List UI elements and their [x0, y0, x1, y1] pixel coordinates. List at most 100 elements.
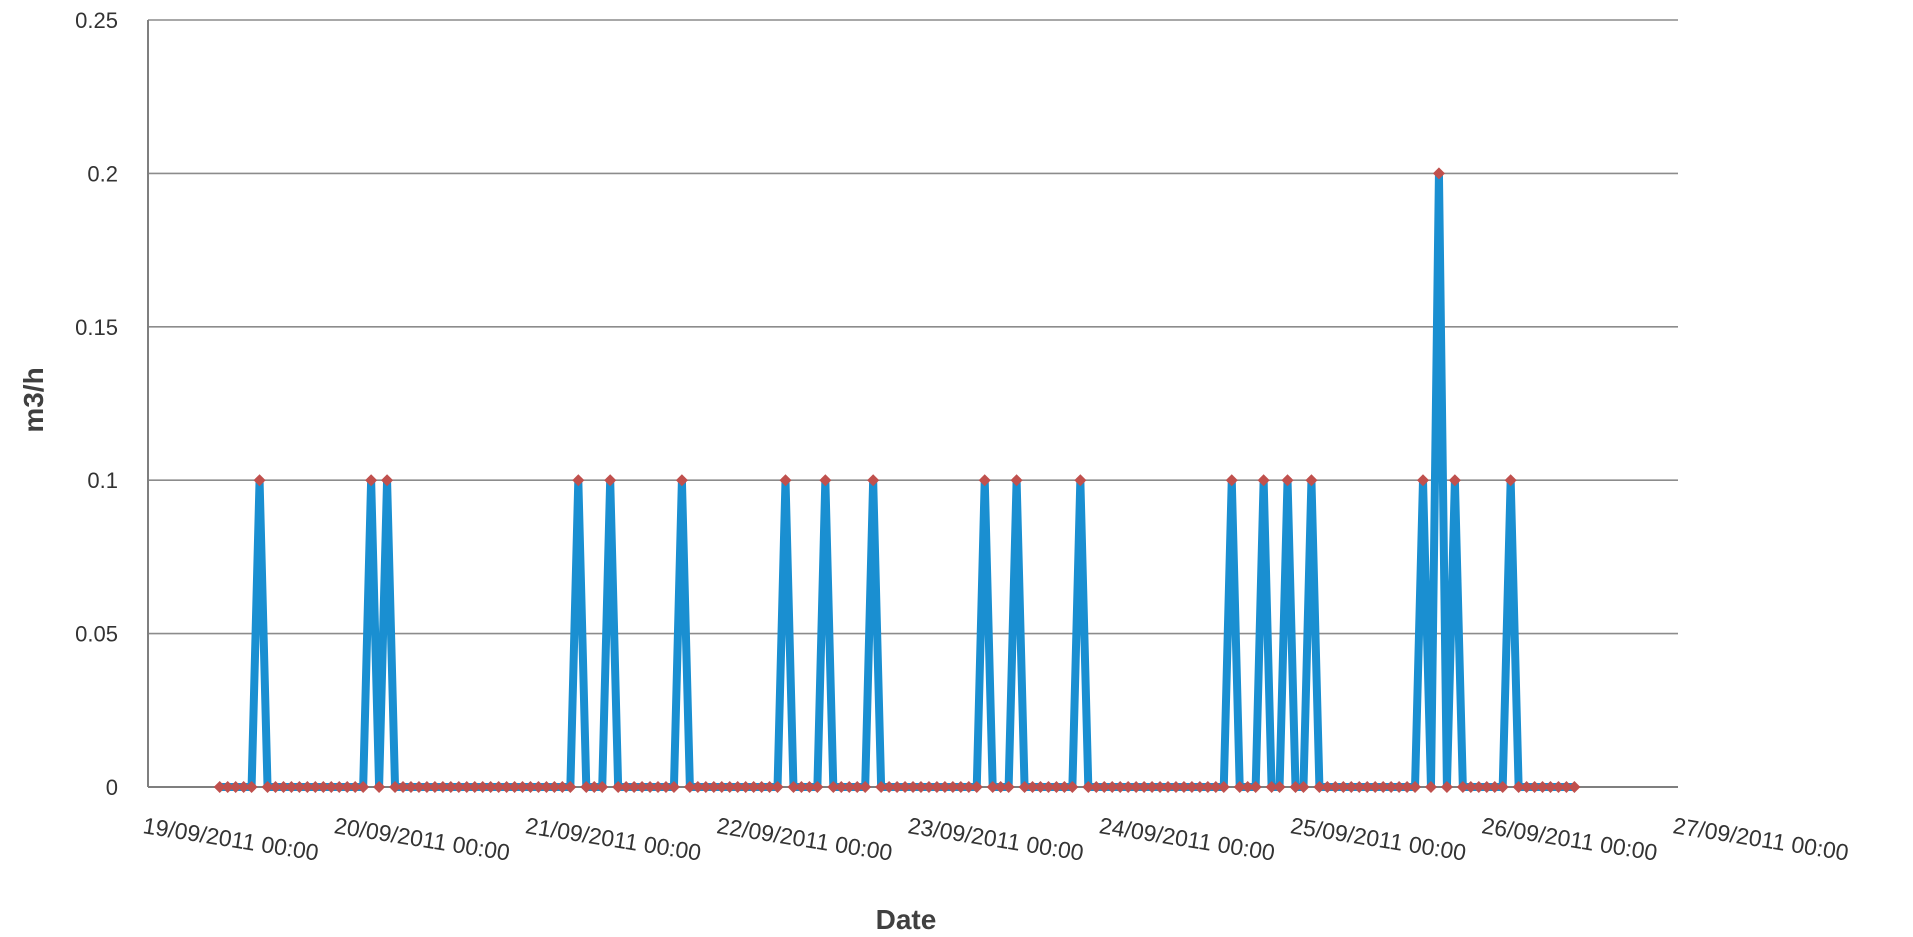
data-point: [588, 781, 601, 793]
data-point: [1217, 781, 1230, 793]
data-point: [1185, 781, 1198, 793]
data-point: [309, 781, 322, 793]
data-point: [827, 781, 840, 793]
data-point: [221, 781, 234, 793]
data-point: [628, 781, 641, 793]
data-point: [930, 781, 943, 793]
data-point: [1146, 781, 1159, 793]
data-point: [1520, 781, 1533, 793]
data-point: [891, 781, 904, 793]
data-point: [899, 781, 912, 793]
data-point: [683, 781, 696, 793]
data-point: [596, 781, 609, 793]
data-point: [644, 781, 657, 793]
data-point: [1114, 781, 1127, 793]
data-point: [1528, 781, 1541, 793]
data-point: [1050, 781, 1063, 793]
data-point: [476, 781, 489, 793]
data-point: [771, 781, 784, 793]
data-point: [867, 474, 880, 487]
data-point: [1297, 781, 1310, 793]
data-point: [1026, 781, 1039, 793]
data-point: [580, 781, 593, 793]
x-tick-label: 22/09/2011 00:00: [715, 812, 894, 865]
x-tick-label: 27/09/2011 00:00: [1671, 812, 1850, 865]
data-point: [213, 781, 226, 793]
data-point: [1090, 781, 1103, 793]
data-point: [1448, 474, 1461, 487]
data-point: [811, 781, 824, 793]
data-point: [229, 781, 242, 793]
data-point: [659, 781, 672, 793]
data-point: [1329, 781, 1342, 793]
data-point: [962, 781, 975, 793]
data-point: [1472, 781, 1485, 793]
data-point: [1257, 474, 1270, 487]
data-point: [404, 781, 417, 793]
data-point: [954, 781, 967, 793]
data-point: [412, 781, 425, 793]
data-point: [548, 781, 561, 793]
y-tick-labels: 0 0.05 0.1 0.15 0.2 0.25: [75, 8, 118, 800]
data-point: [819, 474, 832, 487]
data-point: [468, 781, 481, 793]
data-point: [564, 781, 577, 793]
data-point: [516, 781, 529, 793]
data-point: [970, 781, 983, 793]
data-point: [1536, 781, 1549, 793]
data-point: [1432, 167, 1445, 180]
data-point: [835, 781, 848, 793]
data-point: [1544, 781, 1557, 793]
y-tick-label: 0.1: [87, 468, 118, 493]
data-point: [1265, 781, 1278, 793]
data-point: [237, 781, 250, 793]
data-point: [1305, 474, 1318, 487]
data-point: [1241, 781, 1254, 793]
data-point: [540, 781, 553, 793]
data-point: [1249, 781, 1262, 793]
data-point: [723, 781, 736, 793]
data-point: [1154, 781, 1167, 793]
data-point: [532, 781, 545, 793]
data-point: [914, 781, 927, 793]
y-tick-label: 0: [106, 775, 118, 800]
data-point: [389, 781, 402, 793]
data-point: [277, 781, 290, 793]
data-point: [636, 781, 649, 793]
data-point: [1552, 781, 1565, 793]
data-point: [1169, 781, 1182, 793]
data-point: [1042, 781, 1055, 793]
data-point: [1345, 781, 1358, 793]
data-point: [1233, 781, 1246, 793]
data-point: [245, 781, 258, 793]
data-point: [875, 781, 888, 793]
data-point: [444, 781, 457, 793]
data-point: [397, 781, 409, 793]
data-point: [755, 781, 768, 793]
data-point: [946, 781, 959, 793]
data-point: [508, 781, 521, 793]
data-point: [556, 781, 569, 793]
data-point: [1066, 781, 1079, 793]
data-point: [1496, 781, 1509, 793]
data-point: [1393, 781, 1406, 793]
data-point: [317, 781, 330, 793]
data-point: [859, 781, 872, 793]
data-point: [907, 781, 919, 793]
data-point: [938, 781, 951, 793]
data-point: [1369, 781, 1382, 793]
data-point: [452, 781, 465, 793]
data-point: [428, 781, 441, 793]
data-point: [675, 474, 688, 487]
data-point: [1010, 474, 1023, 487]
data-point: [620, 781, 633, 793]
x-tick-label: 25/09/2011 00:00: [1289, 812, 1468, 865]
data-point: [572, 474, 585, 487]
data-point: [285, 781, 298, 793]
data-point: [436, 781, 449, 793]
data-point: [795, 781, 808, 793]
data-point: [269, 781, 282, 793]
data-point: [652, 781, 664, 793]
data-point: [1560, 781, 1573, 793]
data-point: [1480, 781, 1493, 793]
